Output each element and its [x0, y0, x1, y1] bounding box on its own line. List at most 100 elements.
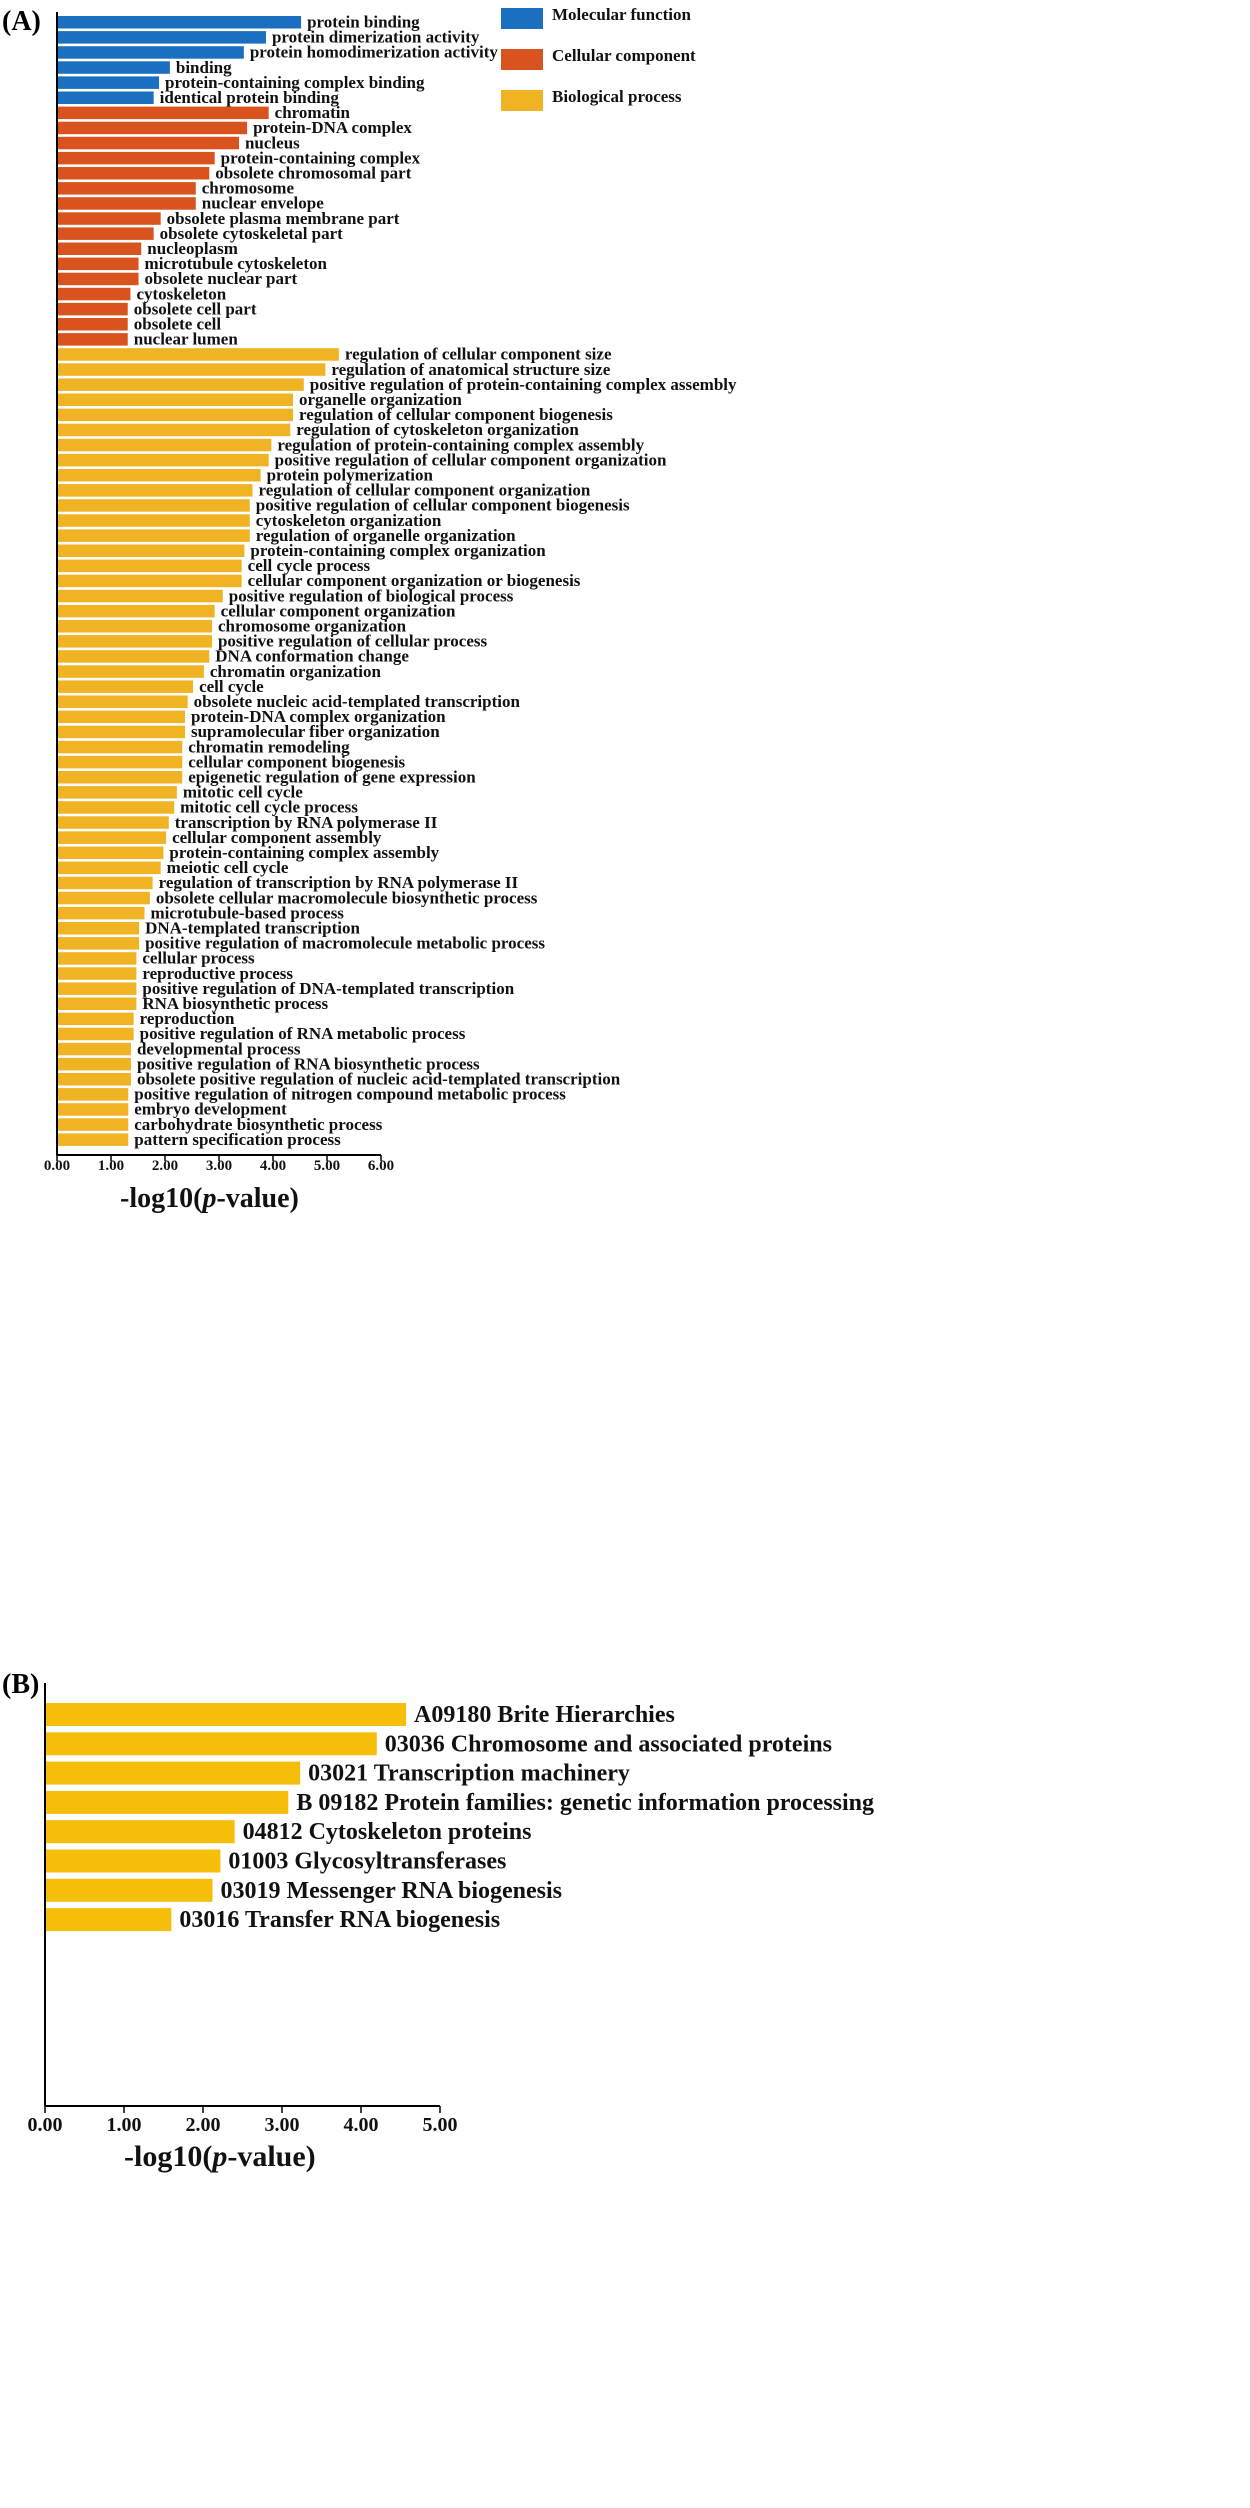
bar-biological-process	[57, 801, 175, 814]
bar-biological-process	[57, 861, 161, 875]
panel-a-x-axis-title: -log10(p-value)	[120, 1183, 299, 1214]
bar-label: obsolete nuclear part	[145, 269, 298, 288]
legend-label: Biological process	[552, 87, 682, 106]
bar-label: 03016 Transfer RNA biogenesis	[179, 1907, 500, 1933]
bar-biological-process	[57, 378, 304, 391]
tick-label: 3.00	[265, 2114, 300, 2136]
bar-label: cellular component organization or bioge…	[248, 571, 581, 590]
bar-label: obsolete positive regulation of nucleic …	[137, 1070, 621, 1089]
bar-label: positive regulation of RNA biosynthetic …	[137, 1054, 480, 1073]
bar-biological-process	[57, 635, 212, 648]
bar-cellular-component	[57, 167, 210, 180]
bar-kegg-pathway	[45, 1790, 289, 1814]
bar-label: protein dimerization activity	[272, 28, 480, 47]
bar-label: obsolete cellular macromolecule biosynth…	[156, 888, 538, 907]
bar-label: 04812 Cytoskeleton proteins	[243, 1819, 532, 1845]
legend-swatch	[501, 8, 543, 29]
tick-label: 6.00	[368, 1158, 394, 1174]
bar-biological-process	[57, 529, 250, 542]
bar-biological-process	[57, 1133, 129, 1146]
bar-biological-process	[57, 1057, 131, 1071]
bar-cellular-component	[57, 242, 142, 255]
panel-a-x-title-suffix: -value)	[216, 1183, 298, 1214]
legend-label: Molecular function	[552, 5, 692, 24]
legend-label: Cellular component	[552, 46, 696, 65]
bar-label: regulation of cytoskeleton organization	[296, 420, 579, 439]
bar-biological-process	[57, 740, 183, 754]
bar-cellular-component	[57, 182, 196, 195]
bar-kegg-pathway	[45, 1820, 235, 1844]
bar-molecular-function	[57, 76, 160, 89]
panel-b-x-title-prefix: -log10(	[124, 2140, 212, 2173]
bar-kegg-pathway	[45, 1849, 221, 1873]
bar-biological-process	[57, 620, 212, 633]
panel-b-bars: A09180 Brite Hierarchies 03036 Chromosome…	[45, 1702, 874, 1933]
bar-biological-process	[57, 997, 137, 1010]
bar-cellular-component	[57, 302, 128, 316]
bar-biological-process	[57, 1118, 129, 1131]
panel-b-x-axis: 0.00 1.00 2.00 3.00 4.00 5.00	[28, 1683, 458, 2136]
bar-label: regulation of organelle organization	[256, 526, 516, 545]
bar-label: positive regulation of biological proces…	[229, 586, 514, 605]
bar-label: transcription by RNA polymerase II	[175, 813, 438, 832]
panel-b-x-axis-title: -log10(p-value)	[124, 2140, 316, 2173]
panel-b: (B) A09180 Brite Hierarchies 03036 Chromo…	[2, 1669, 874, 2173]
panel-a-x-title-prefix: -log10(	[120, 1183, 202, 1214]
tick-label: 5.00	[423, 2114, 458, 2136]
bar-biological-process	[57, 604, 215, 618]
bar-biological-process	[57, 937, 140, 950]
bar-biological-process	[57, 725, 185, 739]
bar-biological-process	[57, 348, 339, 361]
panel-b-x-title-suffix: -value)	[227, 2140, 315, 2173]
bar-label: positive regulation of cellular componen…	[275, 450, 667, 469]
bar-label: DNA conformation change	[215, 647, 409, 666]
bar-biological-process	[57, 589, 223, 603]
bar-label: protein-containing complex	[221, 148, 421, 167]
bar-biological-process	[57, 831, 167, 844]
bar-label: regulation of protein-containing complex…	[277, 435, 644, 454]
tick-label: 5.00	[314, 1158, 340, 1174]
bar-molecular-function	[57, 16, 302, 29]
bar-label: reproduction	[140, 1009, 235, 1028]
bar-label: obsolete cytoskeletal part	[160, 224, 344, 243]
bar-label: protein-containing complex assembly	[169, 843, 439, 862]
bar-biological-process	[57, 438, 272, 452]
bar-label: chromosome	[202, 179, 295, 198]
bar-label: protein-containing complex binding	[165, 73, 425, 92]
bar-biological-process	[57, 1103, 129, 1116]
bar-label: chromosome organization	[218, 617, 407, 636]
bar-label: obsolete plasma membrane part	[167, 209, 400, 228]
bar-biological-process	[57, 982, 137, 995]
bar-cellular-component	[57, 151, 215, 165]
bar-biological-process	[57, 665, 204, 678]
bar-label: pattern specification process	[134, 1130, 341, 1149]
bar-label: regulation of cellular component organiz…	[258, 481, 590, 500]
bar-biological-process	[57, 1088, 129, 1101]
bar-biological-process	[57, 469, 261, 482]
bar-kegg-pathway	[45, 1908, 172, 1932]
bar-biological-process	[57, 1073, 131, 1086]
bar-label: regulation of cellular component biogene…	[299, 405, 613, 424]
bar-label: positive regulation of RNA metabolic pro…	[140, 1024, 466, 1043]
bar-label: regulation of transcription by RNA polym…	[159, 873, 519, 892]
bar-cellular-component	[57, 333, 128, 346]
bar-cellular-component	[57, 212, 161, 225]
bar-label: 03019 Messenger RNA biogenesis	[220, 1878, 562, 1904]
bar-kegg-pathway	[45, 1878, 213, 1902]
bar-label: regulation of cellular component size	[345, 345, 612, 364]
bar-biological-process	[57, 499, 250, 512]
tick-label: 4.00	[260, 1158, 286, 1174]
bar-biological-process	[57, 755, 183, 769]
bar-cellular-component	[57, 227, 154, 240]
bar-biological-process	[57, 816, 169, 829]
bar-cellular-component	[57, 257, 139, 271]
bar-molecular-function	[57, 91, 154, 104]
bar-label: protein-DNA complex organization	[191, 707, 446, 726]
bar-label: nuclear lumen	[134, 330, 239, 349]
panel-b-ticks: 0.00 1.00 2.00 3.00 4.00 5.00	[28, 2106, 458, 2136]
bar-biological-process	[57, 559, 242, 573]
tick-label: 2.00	[152, 1158, 178, 1174]
bar-biological-process	[57, 710, 185, 724]
bar-label: positive regulation of cellular process	[218, 632, 488, 651]
